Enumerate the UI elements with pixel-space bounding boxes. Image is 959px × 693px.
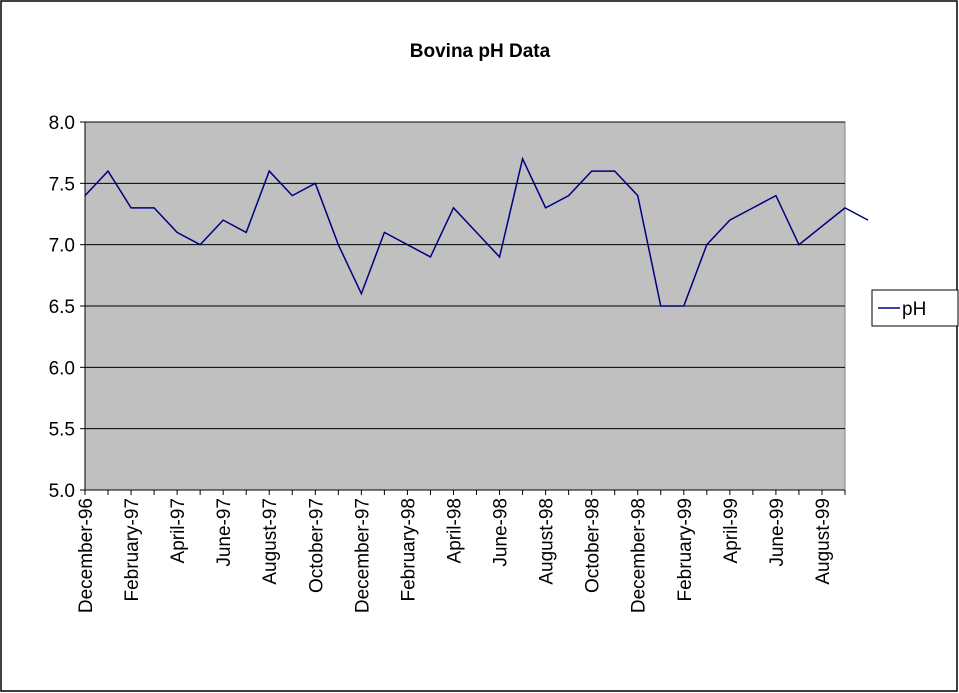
y-tick-label: 6.5 bbox=[49, 297, 75, 318]
x-tick-label: February-98 bbox=[398, 498, 419, 602]
x-tick-label: August-98 bbox=[537, 498, 558, 585]
x-tick-label: April-98 bbox=[444, 498, 465, 563]
chart-title: Bovina pH Data bbox=[410, 41, 551, 62]
x-tick-label: June-98 bbox=[491, 498, 512, 567]
y-tick-label: 5.0 bbox=[49, 481, 75, 502]
y-tick-label: 8.0 bbox=[49, 113, 75, 134]
legend-label: pH bbox=[902, 299, 926, 320]
x-tick-label: October-97 bbox=[306, 498, 327, 593]
y-tick-label: 6.0 bbox=[49, 358, 75, 379]
x-tick-label: December-97 bbox=[352, 498, 373, 613]
y-tick-label: 7.0 bbox=[49, 236, 75, 257]
x-tick-label: April-99 bbox=[721, 498, 742, 563]
x-tick-label: December-96 bbox=[76, 498, 97, 613]
x-tick-label: October-98 bbox=[583, 498, 604, 593]
x-tick-label: August-97 bbox=[260, 498, 281, 585]
x-tick-label: June-97 bbox=[214, 498, 235, 567]
y-tick-label: 5.5 bbox=[49, 420, 75, 441]
line-series bbox=[84, 156, 869, 307]
x-tick-label: February-99 bbox=[675, 498, 696, 602]
x-tick-label: December-98 bbox=[629, 498, 650, 613]
x-tick-label: February-97 bbox=[122, 498, 143, 602]
y-tick-label: 7.5 bbox=[49, 174, 75, 195]
x-tick-label: April-97 bbox=[168, 498, 189, 563]
x-tick-label: June-99 bbox=[767, 498, 788, 567]
x-tick-label: August-99 bbox=[813, 498, 834, 585]
